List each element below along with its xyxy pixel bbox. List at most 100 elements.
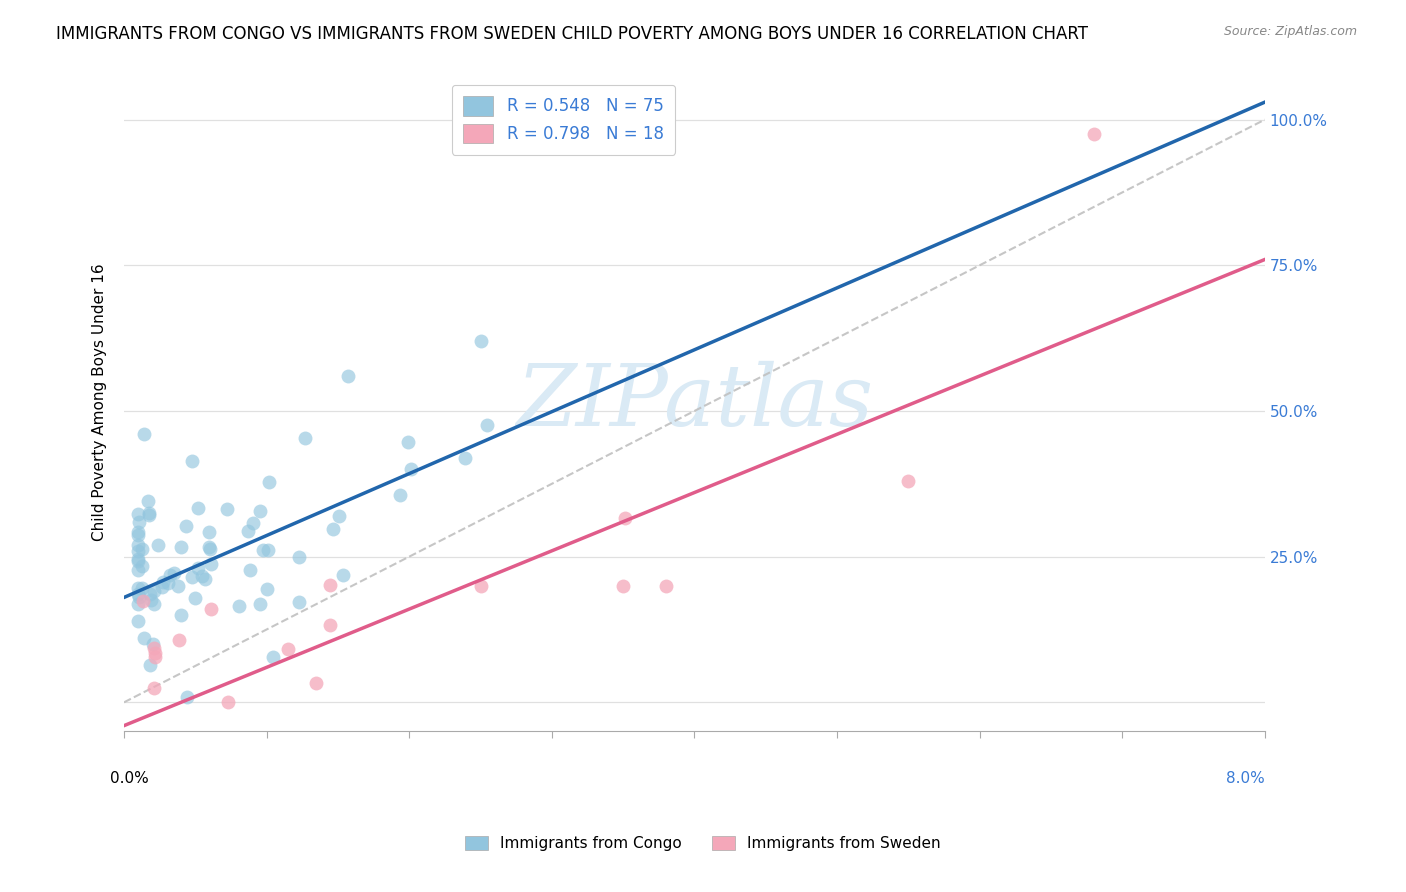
Point [152, 574, 174, 589]
Point [319, 618, 342, 632]
Point [143, 647, 166, 661]
Point [146, 538, 169, 552]
Point [138, 587, 160, 601]
Point [288, 595, 311, 609]
Point [322, 522, 344, 536]
Point [336, 369, 359, 384]
Point [128, 590, 150, 604]
Point [170, 541, 193, 555]
Point [167, 632, 190, 647]
Point [191, 568, 214, 582]
Point [612, 579, 634, 593]
Point [174, 519, 197, 533]
Point [217, 695, 239, 709]
Point [200, 602, 222, 616]
Point [170, 608, 193, 623]
Text: Source: ZipAtlas.com: Source: ZipAtlas.com [1223, 25, 1357, 38]
Point [141, 592, 163, 607]
Point [138, 506, 160, 520]
Point [198, 524, 221, 539]
Point [127, 537, 149, 551]
Point [328, 509, 350, 524]
Point [127, 614, 149, 628]
Point [249, 504, 271, 518]
Point [194, 572, 217, 586]
Point [1083, 127, 1105, 141]
Point [143, 598, 166, 612]
Y-axis label: Child Poverty Among Boys Under 16: Child Poverty Among Boys Under 16 [93, 263, 107, 541]
Point [614, 511, 637, 525]
Point [319, 578, 342, 592]
Point [197, 540, 219, 554]
Point [396, 435, 419, 450]
Point [142, 641, 165, 656]
Point [454, 451, 477, 466]
Point [305, 676, 328, 690]
Text: 8.0%: 8.0% [1226, 771, 1265, 786]
Point [163, 566, 186, 580]
Point [127, 563, 149, 577]
Point [388, 488, 411, 502]
Point [127, 525, 149, 540]
Point [159, 567, 181, 582]
Point [180, 570, 202, 584]
Point [127, 554, 149, 568]
Point [215, 502, 238, 516]
Point [127, 597, 149, 611]
Point [470, 579, 492, 593]
Point [294, 431, 316, 445]
Point [252, 543, 274, 558]
Point [655, 579, 678, 593]
Point [277, 641, 299, 656]
Point [136, 493, 159, 508]
Point [127, 551, 149, 566]
Point [187, 560, 209, 574]
Point [143, 583, 166, 598]
Point [399, 461, 422, 475]
Point [128, 515, 150, 529]
Point [142, 638, 165, 652]
Point [127, 543, 149, 558]
Point [131, 542, 153, 557]
Point [249, 597, 271, 611]
Point [131, 581, 153, 595]
Point [256, 582, 278, 596]
Point [127, 581, 149, 595]
Point [184, 591, 207, 605]
Legend: Immigrants from Congo, Immigrants from Sweden: Immigrants from Congo, Immigrants from S… [458, 830, 948, 857]
Point [132, 426, 155, 441]
Point [139, 657, 162, 672]
Point [200, 541, 222, 556]
Point [200, 557, 222, 571]
Point [180, 454, 202, 468]
Point [156, 576, 179, 591]
Point [138, 508, 160, 522]
Point [256, 543, 278, 558]
Text: ZIPatlas: ZIPatlas [516, 361, 873, 443]
Point [127, 528, 149, 542]
Point [242, 516, 264, 531]
Point [257, 475, 280, 490]
Point [332, 567, 354, 582]
Point [288, 549, 311, 564]
Point [143, 649, 166, 664]
Point [131, 559, 153, 574]
Point [897, 474, 920, 488]
Text: 0.0%: 0.0% [110, 771, 149, 786]
Point [238, 524, 260, 538]
Point [176, 690, 198, 704]
Point [228, 599, 250, 613]
Point [132, 631, 155, 645]
Point [239, 563, 262, 577]
Point [187, 500, 209, 515]
Point [475, 417, 498, 432]
Point [132, 594, 155, 608]
Point [262, 649, 284, 664]
Point [150, 580, 173, 594]
Legend: R = 0.548   N = 75, R = 0.798   N = 18: R = 0.548 N = 75, R = 0.798 N = 18 [451, 85, 675, 155]
Point [143, 681, 166, 695]
Text: IMMIGRANTS FROM CONGO VS IMMIGRANTS FROM SWEDEN CHILD POVERTY AMONG BOYS UNDER 1: IMMIGRANTS FROM CONGO VS IMMIGRANTS FROM… [56, 25, 1088, 43]
Point [470, 334, 492, 348]
Point [127, 507, 149, 521]
Point [127, 587, 149, 601]
